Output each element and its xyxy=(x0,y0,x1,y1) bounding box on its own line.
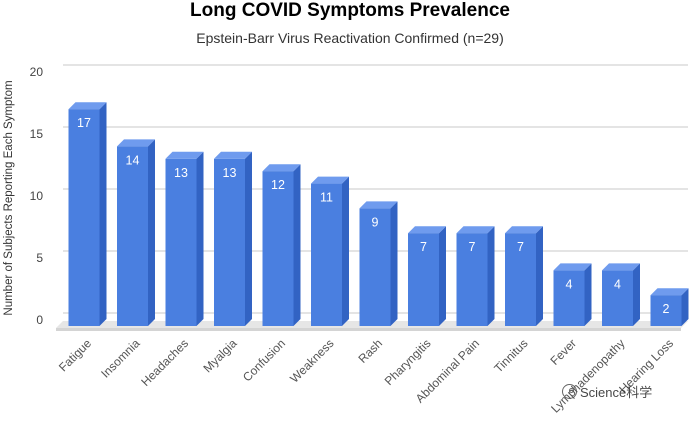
bar xyxy=(602,270,633,326)
bar-side xyxy=(342,176,349,326)
bar-side xyxy=(536,226,543,326)
bar xyxy=(408,233,439,326)
watermark-text: Science科学 xyxy=(580,385,653,400)
x-tick-label: Tinnitus xyxy=(491,336,530,375)
bar xyxy=(214,158,245,326)
bar-top xyxy=(68,102,107,110)
data-label: 14 xyxy=(126,153,140,167)
chart-title: Long COVID Symptoms Prevalence xyxy=(190,0,510,21)
bar-top xyxy=(553,263,592,271)
bar-top xyxy=(650,288,689,296)
y-axis-label: Number of Subjects Reporting Each Sympto… xyxy=(3,80,15,315)
chart-subtitle: Epstein-Barr Virus Reactivation Confirme… xyxy=(196,30,504,46)
data-label: 9 xyxy=(372,215,379,229)
data-label: 11 xyxy=(320,191,333,205)
x-tick-label: Fever xyxy=(548,336,580,368)
chat-bubble-icon xyxy=(562,384,577,399)
y-tick-label: 15 xyxy=(30,127,44,141)
y-tick-label: 5 xyxy=(36,251,43,265)
data-label: 2 xyxy=(663,302,670,316)
x-tick-label: Pharyngitis xyxy=(382,336,434,388)
bar xyxy=(359,208,391,326)
data-label: 7 xyxy=(469,240,476,254)
bar xyxy=(650,295,682,326)
watermark: Science科学 xyxy=(562,382,652,401)
x-tick-label: Confusion xyxy=(240,336,288,384)
bar-top xyxy=(456,226,495,234)
bar xyxy=(262,171,294,326)
bar xyxy=(311,183,342,326)
bar-top xyxy=(408,226,446,234)
bar-side xyxy=(439,226,446,326)
bar-side xyxy=(148,139,155,326)
bars-layer: 17 14 13 13 12 11 9 7 7 7 4 4 2 xyxy=(68,102,689,326)
bar-side xyxy=(293,164,301,326)
bar-top xyxy=(262,164,301,172)
x-tick-label: Weakness xyxy=(287,336,336,385)
bar-top xyxy=(311,176,349,184)
bar-side xyxy=(99,102,107,326)
y-tick-label: 0 xyxy=(36,313,43,327)
x-tick-label: Myalgia xyxy=(200,336,239,375)
x-tick-label: Rash xyxy=(355,336,385,366)
chart-floor-edge xyxy=(56,328,681,331)
data-label: 17 xyxy=(77,116,91,130)
y-tick-label: 20 xyxy=(30,65,44,79)
bar-top xyxy=(165,151,204,159)
data-label: 7 xyxy=(517,240,524,254)
bar-top xyxy=(117,139,155,147)
x-tick-label: Fatigue xyxy=(56,336,94,374)
x-tick-label: Insomnia xyxy=(98,336,143,381)
bar-side xyxy=(196,151,204,326)
data-label: 13 xyxy=(174,166,188,180)
bar-side xyxy=(487,226,495,326)
x-tick-label: Headaches xyxy=(138,336,191,389)
bar xyxy=(456,233,488,326)
data-label: 4 xyxy=(614,277,621,291)
data-label: 7 xyxy=(420,240,427,254)
bar-side xyxy=(584,263,592,326)
data-label: 12 xyxy=(271,178,285,192)
bar-side xyxy=(681,288,689,326)
bar-side xyxy=(390,201,398,326)
bar-top xyxy=(505,226,543,234)
bar xyxy=(117,146,148,326)
bar xyxy=(68,109,100,326)
bar-top xyxy=(602,263,640,271)
bar-top xyxy=(359,201,398,209)
y-tick-label: 10 xyxy=(30,189,44,203)
bar-side xyxy=(245,151,252,326)
bar xyxy=(553,270,585,326)
data-label: 4 xyxy=(566,277,573,291)
bar-side xyxy=(633,263,640,326)
bar xyxy=(165,158,197,326)
bar-top xyxy=(214,151,252,159)
bar xyxy=(505,233,536,326)
data-label: 13 xyxy=(223,166,237,180)
